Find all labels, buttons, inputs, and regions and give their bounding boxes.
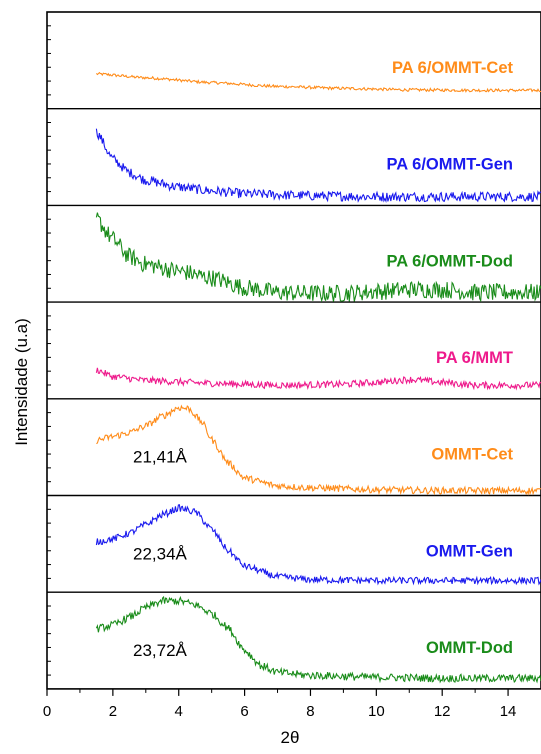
series-label: PA 6/OMMT-Cet: [392, 59, 514, 77]
series-labels: PA 6/OMMT-Cet PA 6/OMMT-Gen PA 6/OMMT-Dod P…: [133, 59, 514, 660]
x-tick-label: 2: [109, 703, 117, 720]
peak-annotation: 21,41Å: [133, 448, 188, 467]
series-line: [95, 71, 541, 93]
x-tick-label: 10: [368, 703, 385, 720]
x-tick-label: 6: [240, 703, 248, 720]
series-line: [95, 128, 541, 203]
x-tick-label: 12: [434, 703, 451, 720]
series-line: [95, 504, 541, 586]
series-label: OMMT-Cet: [431, 446, 513, 464]
peak-annotation: 23,72Å: [133, 641, 188, 660]
series-line: [95, 212, 541, 303]
x-tick-label: 14: [500, 703, 517, 720]
peak-annotation: 22,34Å: [133, 544, 188, 563]
x-tick-label: 4: [175, 703, 183, 720]
series-lines: [95, 71, 541, 684]
x-tick-label: 8: [306, 703, 314, 720]
series-label: OMMT-Gen: [426, 542, 513, 560]
plot-frame: [46, 11, 541, 690]
series-label: PA 6/MMT: [436, 349, 513, 367]
y-axis-title: Intensidade (u.a): [12, 318, 31, 446]
x-axis-title: 2θ: [281, 728, 300, 747]
series-label: OMMT-Dod: [426, 639, 513, 657]
x-axis: 0 2 4 6 8 10 12 14: [43, 688, 517, 720]
x-tick-label: 0: [43, 703, 51, 720]
series-line: [95, 367, 541, 391]
series-label: PA 6/OMMT-Gen: [386, 156, 513, 174]
panel-frames: [46, 11, 541, 690]
series-label: PA 6/OMMT-Dod: [387, 252, 514, 270]
series-line: [95, 595, 541, 684]
series-line: [96, 404, 541, 496]
